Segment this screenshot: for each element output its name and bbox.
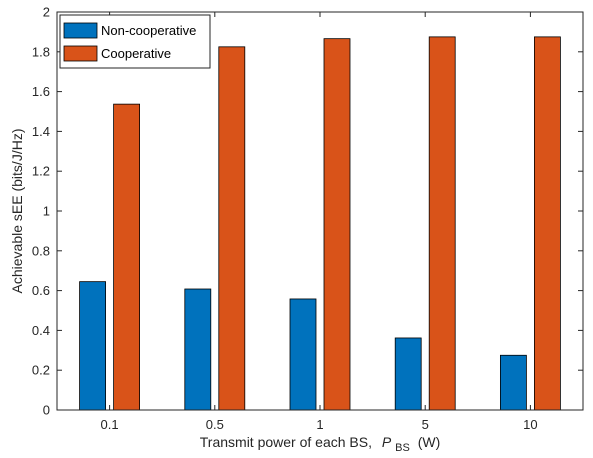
y-tick-label: 0.6 bbox=[32, 283, 50, 298]
x-tick-label: 0.5 bbox=[206, 417, 224, 432]
bar-non-cooperative-5 bbox=[394, 337, 422, 411]
bars-layer bbox=[79, 36, 561, 411]
bar-non-cooperative-1 bbox=[289, 298, 317, 411]
x-ticks: 0.1 0.5 1 5 10 bbox=[101, 12, 538, 432]
y-tick-label: 1.4 bbox=[32, 124, 50, 139]
bar-cooperative-10 bbox=[534, 36, 561, 411]
bar-non-cooperative-10 bbox=[499, 354, 527, 411]
y-tick-label: 0 bbox=[43, 403, 50, 418]
bar-cooperative-1 bbox=[323, 38, 351, 411]
legend-swatch-non-cooperative bbox=[63, 22, 98, 39]
x-axis-label-symbol: P bbox=[382, 434, 392, 450]
y-tick-label: 2 bbox=[43, 5, 50, 20]
legend-label-non-cooperative: Non-cooperative bbox=[101, 23, 196, 38]
y-tick-label: 0.2 bbox=[32, 363, 50, 378]
y-tick-label: 0.8 bbox=[32, 243, 50, 258]
x-axis-label-prefix: Transmit power of each BS, bbox=[200, 434, 372, 450]
bar-cooperative-0.5 bbox=[218, 46, 246, 411]
legend-swatch-cooperative bbox=[63, 45, 98, 62]
x-axis-label-subscript: BS bbox=[395, 442, 410, 454]
x-tick-label: 1 bbox=[316, 417, 323, 432]
y-tick-label: 1 bbox=[43, 204, 50, 219]
y-ticks: 0 0.2 0.4 0.6 0.8 1 1.2 1.4 1.6 1.8 2 bbox=[32, 5, 583, 418]
x-tick-label: 5 bbox=[422, 417, 429, 432]
bar-non-cooperative-0.5 bbox=[184, 288, 212, 411]
x-tick-label: 10 bbox=[523, 417, 537, 432]
bar-cooperative-5 bbox=[428, 36, 456, 411]
y-axis-label: Achievable sEE (bits/J/Hz) bbox=[9, 129, 25, 294]
bar-cooperative-0.1 bbox=[113, 103, 140, 411]
legend: Non-cooperative Cooperative bbox=[59, 14, 211, 69]
x-axis-label-unit: (W) bbox=[418, 434, 441, 450]
bar-non-cooperative-0.1 bbox=[79, 281, 106, 411]
x-tick-label: 0.1 bbox=[101, 417, 119, 432]
legend-label-cooperative: Cooperative bbox=[101, 46, 171, 61]
y-tick-label: 1.6 bbox=[32, 84, 50, 99]
x-axis-label: Transmit power of each BS, P BS (W) bbox=[200, 434, 440, 454]
y-tick-label: 0.4 bbox=[32, 323, 50, 338]
y-tick-label: 1.2 bbox=[32, 164, 50, 179]
y-tick-label: 1.8 bbox=[32, 44, 50, 59]
